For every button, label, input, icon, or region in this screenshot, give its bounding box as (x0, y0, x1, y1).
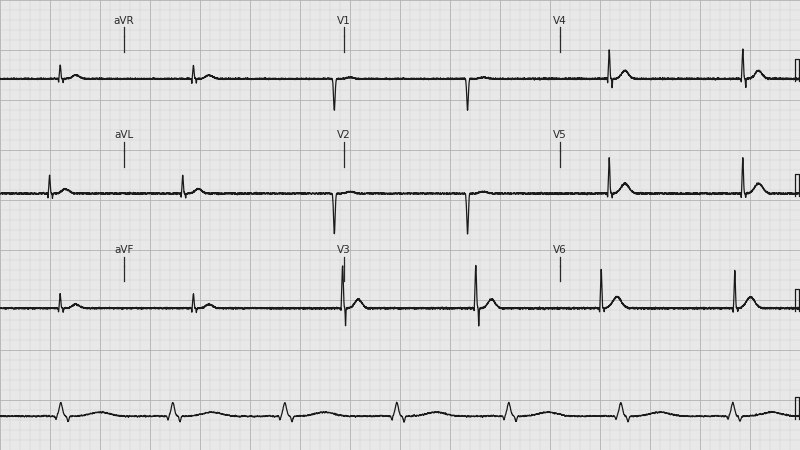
Text: V6: V6 (553, 245, 567, 255)
Text: V5: V5 (553, 130, 567, 140)
Text: V4: V4 (553, 16, 567, 26)
Text: aVR: aVR (114, 16, 134, 26)
Text: V2: V2 (337, 130, 351, 140)
Text: V1: V1 (337, 16, 351, 26)
Text: aVF: aVF (114, 245, 134, 255)
Text: aVL: aVL (114, 130, 134, 140)
Text: V3: V3 (337, 245, 351, 255)
